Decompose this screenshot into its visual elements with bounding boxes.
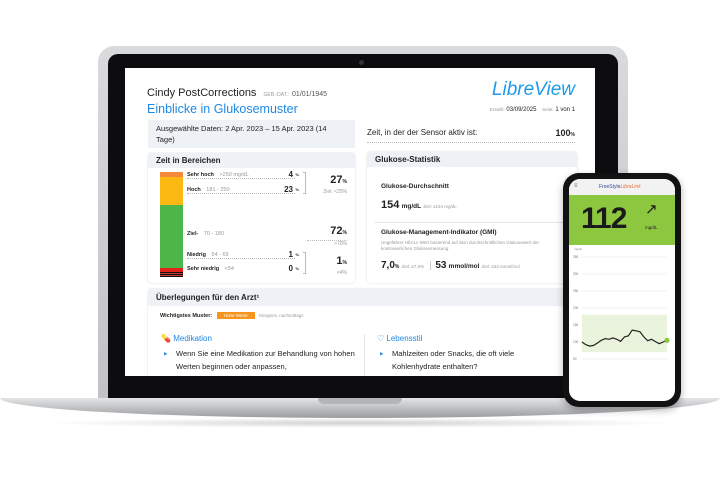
bullet-icon: ▶ <box>380 351 384 356</box>
current-reading-dot <box>664 337 670 343</box>
laptop-notch <box>318 398 402 404</box>
low-bracket <box>303 252 306 274</box>
dob-label: GEB.-DAT.: <box>263 92 289 98</box>
time-in-ranges-title: Zeit in Bereichen <box>148 153 355 168</box>
pattern-time: Morgens, nachmittags <box>259 313 304 318</box>
glucose-unit: mg/dL <box>645 225 658 230</box>
page-label: Seite: <box>542 107 554 112</box>
page-title: Einblicke in Glukosemuster <box>147 102 298 116</box>
pattern-line: Wichtigstes Muster: Hohe Werte Morgens, … <box>160 312 304 320</box>
created-date: 03/09/2025 <box>506 107 537 113</box>
divider <box>364 334 365 376</box>
pattern-label: Wichtigstes Muster: <box>160 313 213 319</box>
bullet-icon: ▶ <box>164 351 168 356</box>
glucose-reading-banner: 112 ↗ mg/dL <box>569 195 675 245</box>
laptop-base <box>0 398 720 418</box>
gmi-mmol-unit: mmol/mol <box>448 263 480 270</box>
medication-heading: 💊 Medikation <box>161 334 212 343</box>
sensor-label: Zeit, in der der Sensor aktiv ist: <box>367 128 478 137</box>
bar-very-high <box>160 172 183 177</box>
glucose-graph: mg/dL 350 300 250 200 150 100 50 <box>573 247 670 361</box>
avg-goal: Ziel: ≤154 mg/dL <box>423 204 457 209</box>
y-axis-label: mg/dL <box>574 247 583 251</box>
avg-value-line: 154 mg/dL Ziel: ≤154 mg/dL <box>381 198 457 214</box>
glucose-stats-title: Glukose-Statistik <box>367 152 577 167</box>
report-screen: Cindy PostCorrections GEB.-DAT.: 01/01/1… <box>125 68 595 376</box>
considerations-title: Überlegungen für den Arzt¹ <box>148 289 578 306</box>
created-line: Erstellt: 03/09/2025 Seite: 1 von 1 <box>490 106 575 114</box>
phone-screen: ≡ FreeStyleLibreLink 112 ↗ mg/dL mg/dL 35… <box>569 179 675 401</box>
page-number: 1 von 1 <box>555 107 575 113</box>
gmi-mmol: 53 <box>435 260 447 271</box>
sensor-active: Zeit, in der der Sensor aktiv ist: 100% <box>367 128 575 143</box>
range-rows: Sehr hoch >250 mg/dL 4% Hoch 181 - 250 23%… <box>187 170 299 280</box>
gmi-label: Glukose-Management-Indikator (GMI) <box>381 229 497 236</box>
low-total: 1% <box>336 255 347 267</box>
avg-value: 154 <box>381 199 400 211</box>
high-goal: Ziel: <25% <box>323 189 347 195</box>
created-label: Erstellt: <box>489 107 505 112</box>
glucose-stats-panel: Glukose-Statistik Glukose-Durchschnitt 1… <box>367 152 577 283</box>
lifestyle-heading: ♡ Lebensstil <box>377 334 423 343</box>
range-bar <box>160 172 183 277</box>
y-tick-label: 350 <box>573 255 579 259</box>
y-tick-label: 50 <box>573 357 577 361</box>
bar-low <box>160 268 183 272</box>
libreview-logo: LibreView <box>491 79 575 100</box>
bar-very-low <box>160 272 183 277</box>
gmi-mmol-goal: Ziel: ≤53 mmol/mol <box>481 264 520 269</box>
range-row-high: Hoch 181 - 250 23% <box>187 185 299 194</box>
glucose-line <box>581 329 668 347</box>
bar-high <box>160 177 183 205</box>
considerations-panel: Überlegungen für den Arzt¹ Wichtigstes M… <box>148 289 578 376</box>
target-range-band <box>582 314 667 353</box>
y-tick-label: 250 <box>573 289 579 293</box>
freestyle-librelink-logo: FreeStyleLibreLink <box>599 184 641 190</box>
camera-icon <box>359 60 364 65</box>
divider <box>375 222 565 223</box>
heart-icon: ♡ <box>377 334 385 343</box>
selected-dates: Ausgewählte Daten: 2 Apr. 2023 – 15 Apr.… <box>148 120 355 148</box>
y-tick-label: 100 <box>573 340 579 344</box>
low-goal: <4% <box>336 270 347 276</box>
gmi-pct: 7,0 <box>381 260 395 271</box>
high-bracket <box>303 172 306 194</box>
hamburger-icon[interactable]: ≡ <box>574 183 578 189</box>
y-tick-label: 200 <box>573 306 579 310</box>
target-total: 72% <box>307 225 347 241</box>
gmi-values: 7,0% Ziel: ≤7,0% 53 mmol/mol Ziel: ≤53 m… <box>381 260 520 271</box>
avg-label: Glukose-Durchschnitt <box>381 183 449 190</box>
sensor-value: 100% <box>555 128 575 138</box>
arrow-up-right-icon: ↗ <box>645 201 658 218</box>
dob: 01/01/1945 <box>292 91 328 98</box>
target-goal: >70% <box>334 241 347 247</box>
gmi-description: Ungefährer HbA1c-Wert basierend auf dem … <box>381 240 539 251</box>
laptop-shadow <box>40 418 680 428</box>
phone-header: ≡ FreeStyleLibreLink <box>569 179 675 195</box>
range-row-low: Niedrig 54 - 69 1% <box>187 250 299 259</box>
lifestyle-text: Mahlzeiten oder Snacks, die oft viele Ko… <box>392 349 515 371</box>
y-tick-label: 150 <box>573 323 579 327</box>
patient-name: Cindy PostCorrections <box>147 87 257 99</box>
y-tick-label: 300 <box>573 272 579 276</box>
gmi-pct-goal: Ziel: ≤7,0% <box>401 264 425 269</box>
avg-unit: mg/dL <box>401 203 422 210</box>
range-row-target: Ziel- 70 - 180 <box>187 231 225 237</box>
pill-icon: 💊 <box>161 334 171 343</box>
glucose-value: 112 <box>581 202 627 235</box>
time-in-ranges-panel: Zeit in Bereichen Sehr hoch >250 mg/dL 4%… <box>148 153 355 283</box>
high-total: 27% <box>330 174 347 186</box>
pattern-badge: Hohe Werte <box>216 312 255 319</box>
bar-target <box>160 205 183 268</box>
range-row-very-high: Sehr hoch >250 mg/dL 4% <box>187 170 299 179</box>
range-row-very-low: Sehr niedrig <54 0% <box>187 264 299 273</box>
patient-header: Cindy PostCorrections GEB.-DAT.: 01/01/1… <box>147 87 327 102</box>
medication-text: Wenn Sie eine Medikation zur Behandlung … <box>176 349 355 371</box>
